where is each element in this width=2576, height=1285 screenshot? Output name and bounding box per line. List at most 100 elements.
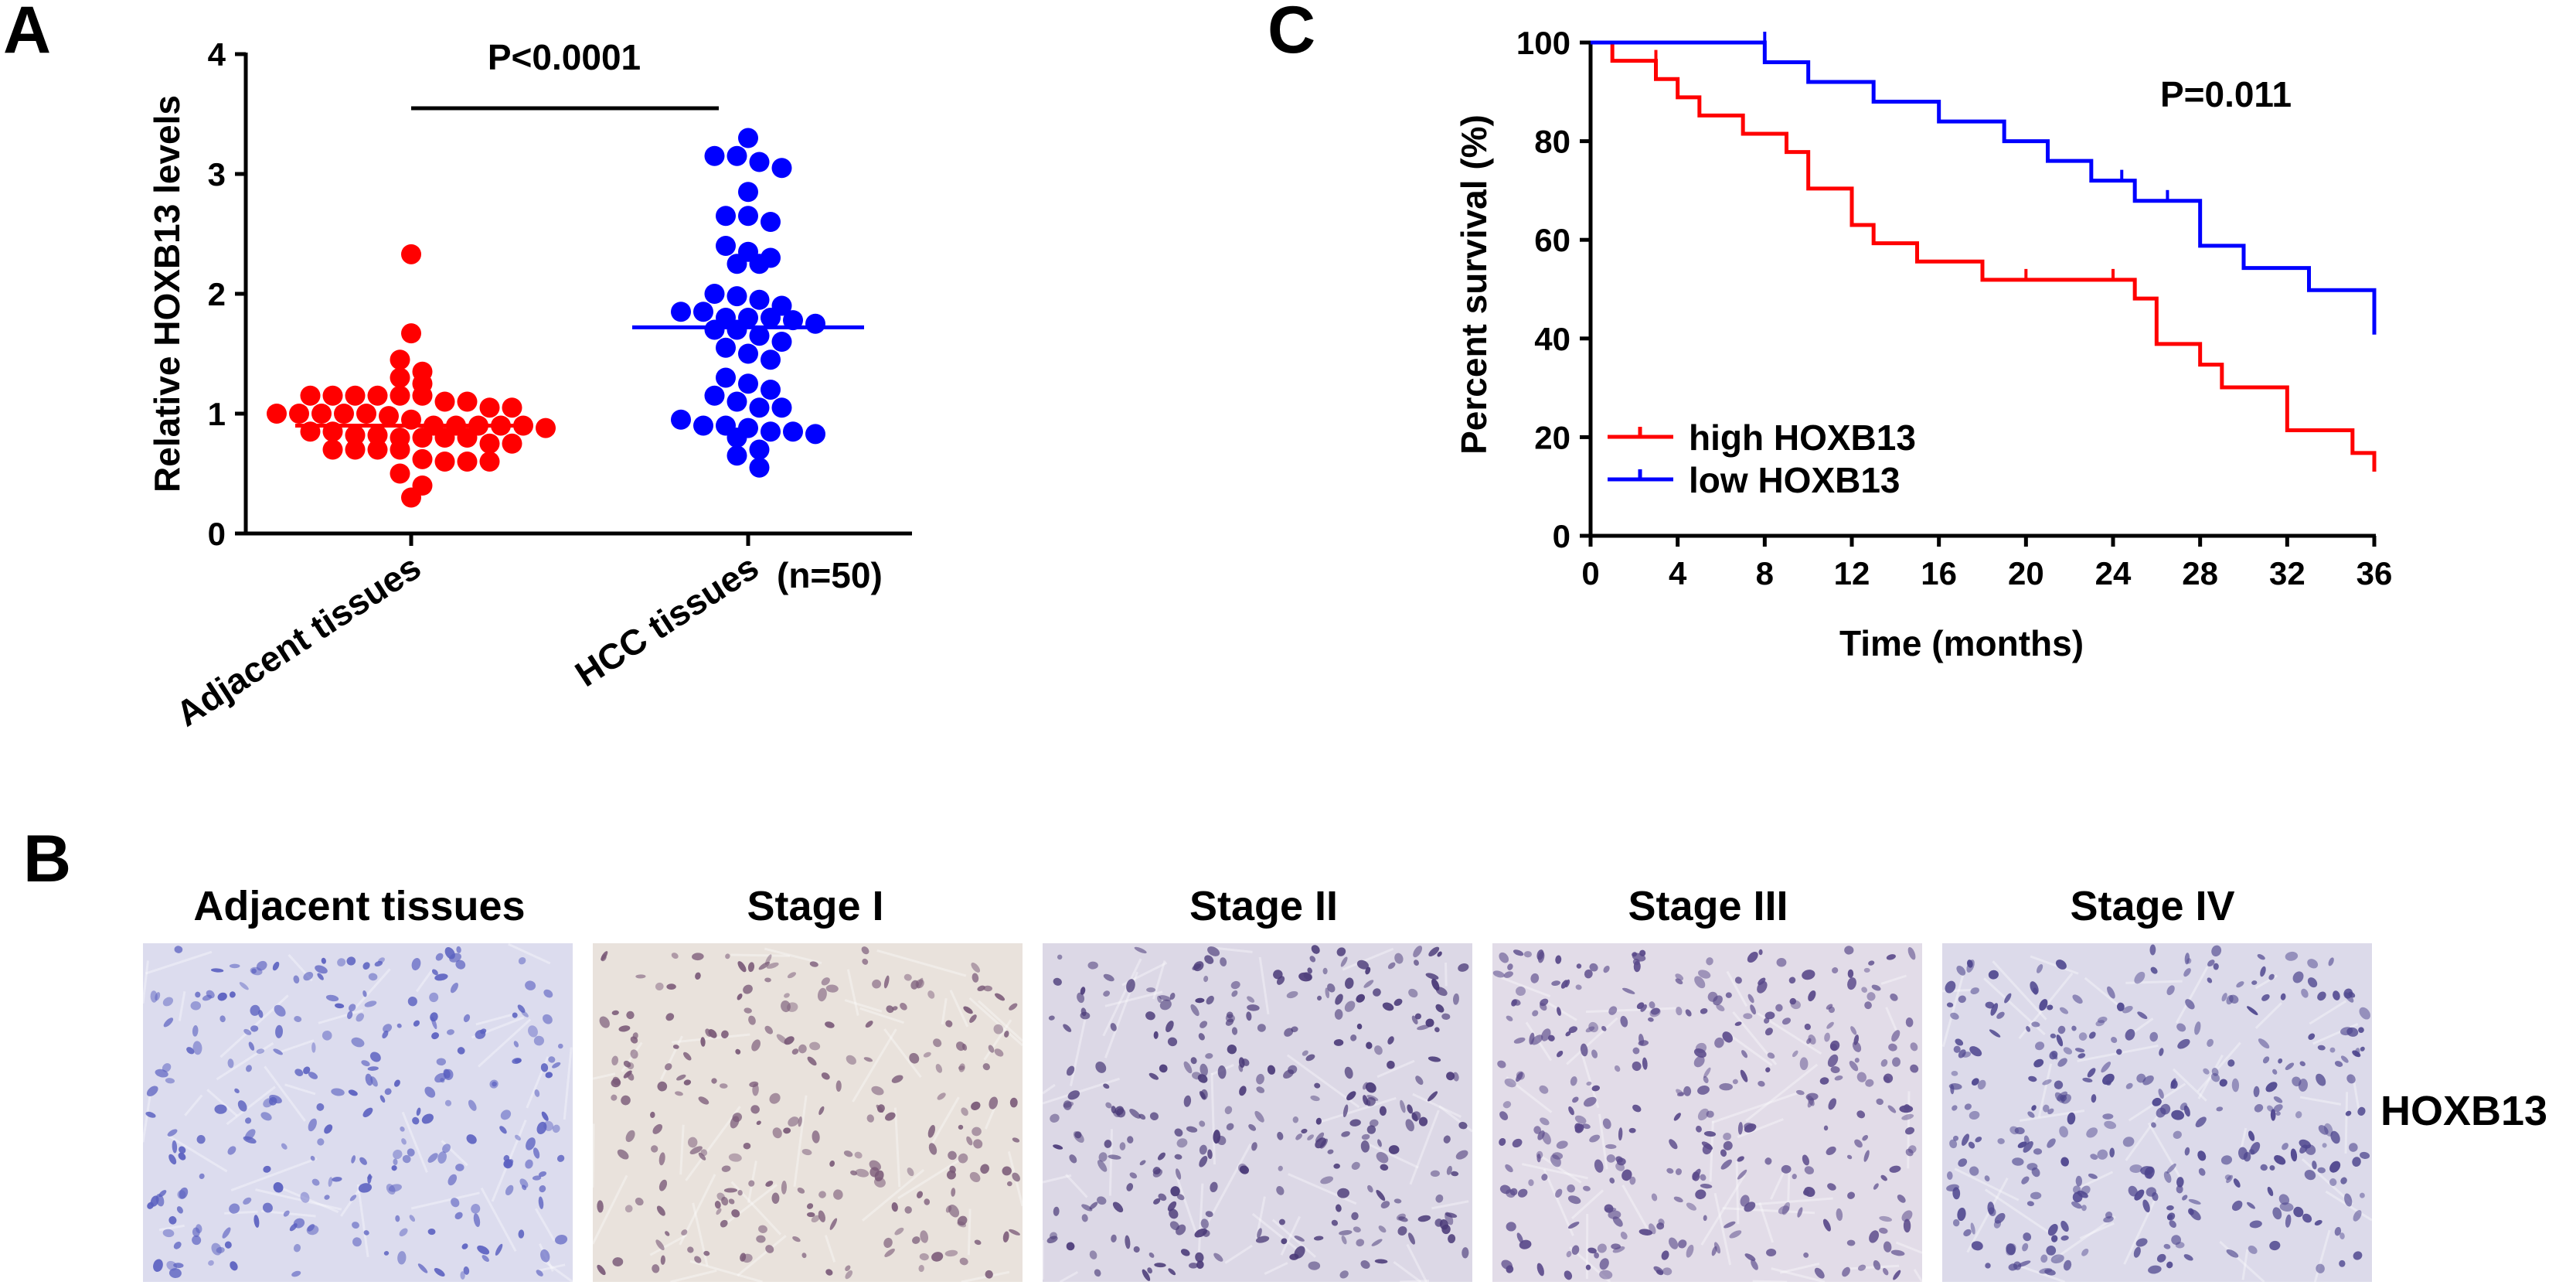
cell-nucleus bbox=[525, 1159, 533, 1169]
cell-nucleus bbox=[1314, 1082, 1321, 1089]
cell-nucleus bbox=[1988, 1207, 1996, 1216]
cell-nucleus bbox=[1286, 990, 1298, 999]
cell-nucleus bbox=[719, 1083, 728, 1089]
tissue-fiber bbox=[591, 1123, 595, 1188]
data-point bbox=[345, 439, 366, 460]
tissue-fiber bbox=[1598, 1113, 1608, 1170]
cell-nucleus bbox=[1792, 1174, 1797, 1180]
cell-nucleus bbox=[1126, 1183, 1134, 1191]
data-point bbox=[805, 313, 825, 334]
cell-nucleus bbox=[262, 1202, 273, 1213]
cell-nucleus bbox=[1105, 1102, 1112, 1109]
cell-nucleus bbox=[1695, 1189, 1707, 1200]
cell-nucleus bbox=[989, 1096, 999, 1109]
cell-nucleus bbox=[1883, 1075, 1890, 1083]
cell-nucleus bbox=[525, 980, 536, 990]
cell-nucleus bbox=[1675, 1168, 1683, 1175]
cell-nucleus bbox=[756, 1235, 766, 1243]
cell-nucleus bbox=[1781, 1017, 1792, 1025]
cell-nucleus bbox=[995, 993, 1006, 1001]
cell-nucleus bbox=[1713, 1242, 1721, 1254]
cell-nucleus bbox=[2261, 994, 2270, 1001]
cell-nucleus bbox=[310, 1155, 315, 1161]
cell-nucleus bbox=[597, 1200, 604, 1213]
cell-nucleus bbox=[1057, 954, 1063, 960]
cell-nucleus bbox=[833, 1189, 843, 1200]
x-axis-title: Time (months) bbox=[1839, 623, 2084, 663]
cell-nucleus bbox=[539, 1184, 546, 1193]
cell-nucleus bbox=[165, 1078, 175, 1084]
cell-nucleus bbox=[951, 1188, 956, 1197]
cell-nucleus bbox=[1849, 1061, 1859, 1072]
cell-nucleus bbox=[2340, 1055, 2349, 1063]
cell-nucleus bbox=[1673, 1196, 1683, 1203]
data-point bbox=[693, 302, 713, 322]
cell-nucleus bbox=[1528, 1179, 1534, 1187]
cell-nucleus bbox=[291, 1270, 301, 1277]
cell-nucleus bbox=[1737, 1156, 1744, 1162]
tissue-fiber bbox=[2030, 955, 2079, 975]
cell-nucleus bbox=[2054, 1080, 2064, 1089]
tissue-fiber bbox=[852, 1028, 897, 1103]
tissue-fiber bbox=[224, 1210, 258, 1215]
cell-nucleus bbox=[2231, 1200, 2243, 1212]
cell-nucleus bbox=[1152, 1167, 1161, 1175]
cell-nucleus bbox=[186, 1047, 195, 1055]
cell-nucleus bbox=[1157, 995, 1162, 1004]
cell-nucleus bbox=[1890, 1249, 1905, 1256]
data-point bbox=[704, 385, 725, 406]
cell-nucleus bbox=[1445, 1212, 1454, 1225]
cell-nucleus bbox=[1750, 1004, 1756, 1015]
cell-nucleus bbox=[1946, 1002, 1954, 1007]
tissue-fiber bbox=[1197, 1183, 1204, 1260]
cell-nucleus bbox=[2176, 1177, 2184, 1188]
cell-nucleus bbox=[993, 1024, 1004, 1034]
cell-nucleus bbox=[442, 1144, 451, 1154]
cell-nucleus bbox=[652, 1264, 660, 1273]
cell-nucleus bbox=[468, 1099, 477, 1111]
cell-nucleus bbox=[1621, 1169, 1632, 1181]
ihc-image bbox=[1041, 943, 1473, 1283]
cell-nucleus bbox=[513, 1041, 519, 1048]
cell-nucleus bbox=[536, 1121, 547, 1135]
cell-nucleus bbox=[1789, 997, 1797, 1005]
cell-nucleus bbox=[1009, 1229, 1020, 1236]
cell-nucleus bbox=[2312, 1161, 2317, 1170]
cell-nucleus bbox=[1315, 1117, 1322, 1125]
cell-nucleus bbox=[1649, 1007, 1661, 1017]
cell-nucleus bbox=[1095, 1061, 1107, 1073]
cell-nucleus bbox=[1224, 1106, 1233, 1115]
tissue-fiber bbox=[1758, 1201, 1775, 1243]
cell-nucleus bbox=[2166, 1261, 2173, 1269]
y-tick-label: 100 bbox=[1516, 25, 1570, 61]
tissue-fiber bbox=[1585, 1007, 1676, 1014]
cell-nucleus bbox=[1871, 984, 1881, 991]
cell-nucleus bbox=[1985, 1001, 1995, 1009]
cell-nucleus bbox=[708, 1029, 717, 1038]
data-point bbox=[345, 424, 366, 445]
cell-nucleus bbox=[1539, 1085, 1549, 1094]
cell-nucleus bbox=[1066, 1242, 1075, 1251]
cell-nucleus bbox=[765, 1181, 774, 1187]
tissue-fiber bbox=[141, 1092, 152, 1143]
tissue-fiber bbox=[1539, 1154, 1582, 1184]
cell-nucleus bbox=[658, 1152, 665, 1166]
cell-nucleus bbox=[665, 1063, 672, 1071]
cell-nucleus bbox=[1886, 954, 1896, 960]
tissue-fiber bbox=[679, 1124, 685, 1175]
cell-nucleus bbox=[1154, 1263, 1166, 1268]
cell-nucleus bbox=[1599, 1258, 1609, 1270]
cell-nucleus bbox=[811, 1215, 820, 1223]
cell-nucleus bbox=[540, 1063, 549, 1072]
cell-nucleus bbox=[798, 1116, 802, 1127]
cell-nucleus bbox=[1802, 970, 1815, 980]
cell-nucleus bbox=[367, 1066, 379, 1071]
cell-nucleus bbox=[972, 1127, 982, 1137]
cell-nucleus bbox=[737, 961, 747, 973]
cell-nucleus bbox=[730, 1116, 740, 1129]
cell-nucleus bbox=[1970, 987, 1979, 995]
cell-nucleus bbox=[256, 1048, 265, 1054]
cell-nucleus bbox=[825, 1269, 833, 1276]
cell-nucleus bbox=[1651, 1193, 1658, 1201]
